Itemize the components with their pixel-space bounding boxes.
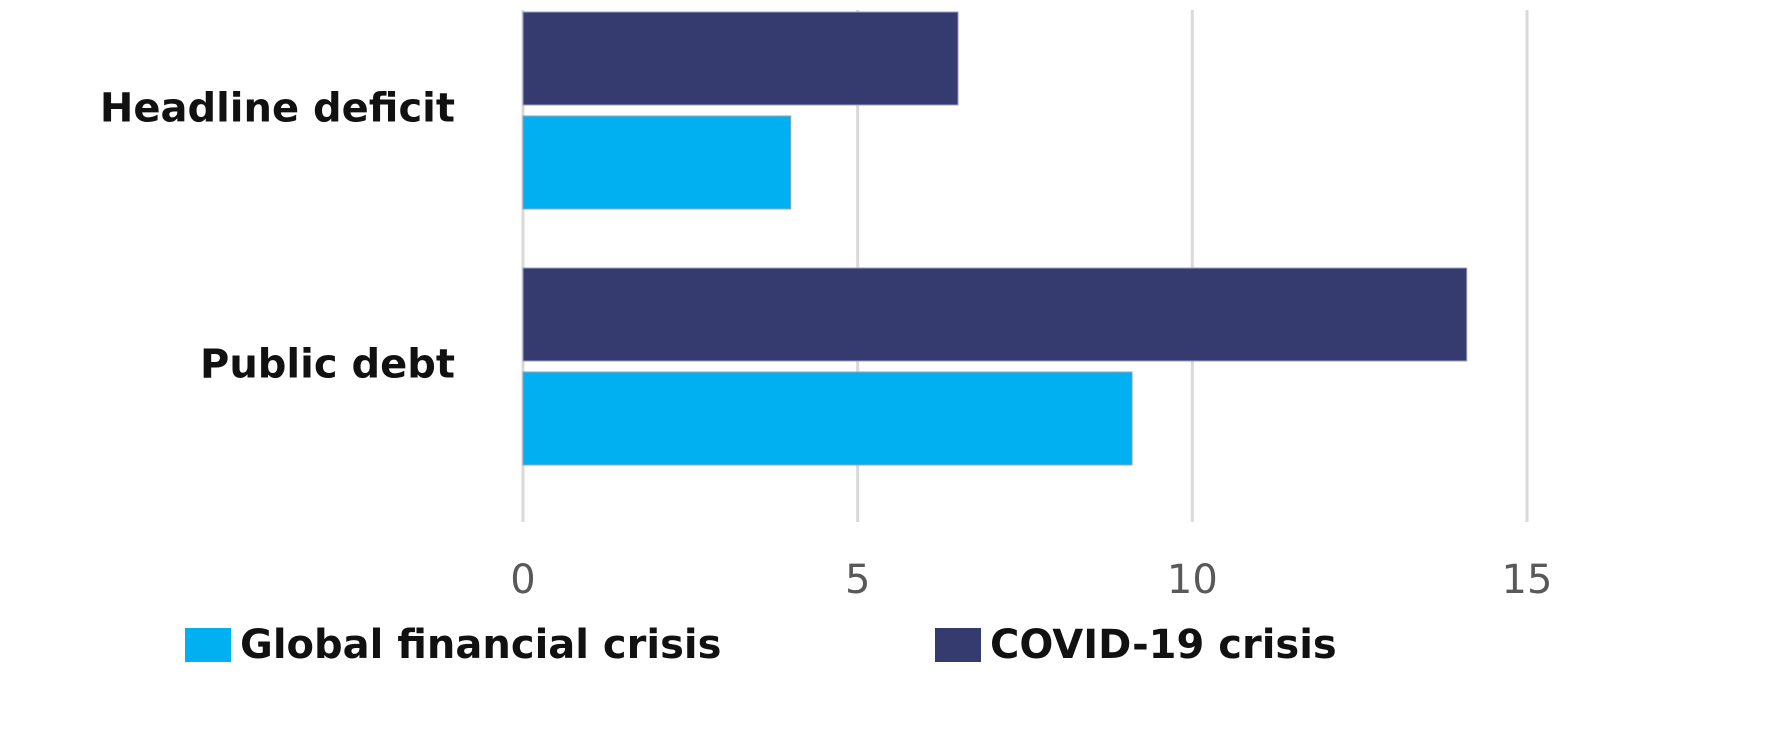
legend-swatch — [185, 628, 231, 662]
bar — [522, 11, 959, 106]
x-tick-label: 15 — [1502, 557, 1553, 603]
x-tick-label: 0 — [510, 557, 535, 603]
legend-label: Global financial crisis — [240, 622, 721, 668]
bar — [522, 115, 792, 210]
bar — [522, 371, 1133, 466]
legend-swatch — [935, 628, 981, 662]
x-tick-label: 5 — [845, 557, 870, 603]
category-label: Public debt — [200, 342, 455, 388]
x-tick-label: 10 — [1167, 557, 1218, 603]
bar — [522, 267, 1468, 362]
category-label: Headline deficit — [100, 86, 455, 132]
legend-label: COVID-19 crisis — [990, 622, 1337, 668]
